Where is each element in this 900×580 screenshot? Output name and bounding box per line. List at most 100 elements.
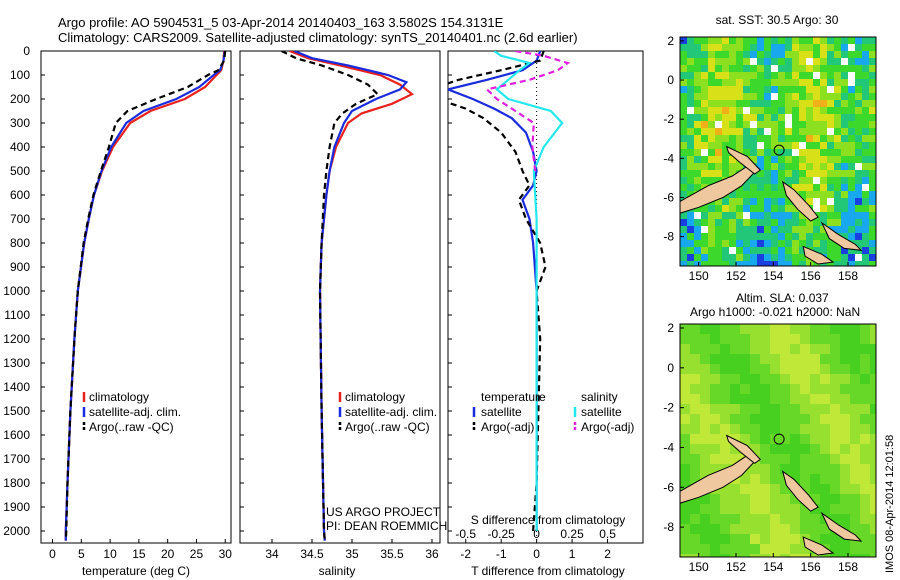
salinity-x-tick-label: 35.5 [380, 547, 404, 561]
map-cell [771, 233, 779, 241]
map-cell [701, 72, 709, 80]
map-cell [778, 170, 786, 178]
map-cell [780, 414, 791, 425]
map-cell [806, 191, 814, 199]
map-cell [722, 233, 730, 241]
map-cell [820, 100, 828, 108]
map-cell [841, 79, 849, 87]
land-polygon [820, 221, 863, 251]
map-cell [730, 394, 741, 405]
map-cell [771, 121, 779, 129]
map-cell [680, 212, 688, 220]
map-cell [680, 554, 691, 557]
map-cell [771, 205, 779, 213]
map-cell [708, 177, 716, 185]
map-cell [736, 100, 744, 108]
map-cell [715, 86, 723, 94]
map-cell [834, 58, 842, 66]
map-cell [785, 58, 793, 66]
map-cell [792, 247, 800, 255]
difference-x-tick-label: -2 [460, 547, 471, 561]
map-cell [770, 334, 781, 345]
map-cell [687, 177, 695, 185]
map-cell [778, 177, 786, 185]
map-cell [799, 163, 807, 171]
map-cell [813, 233, 821, 241]
map-cell [687, 44, 695, 52]
map-cell [700, 464, 711, 475]
map-cell [700, 324, 711, 335]
map-cell [840, 454, 851, 465]
map-axes: 150 152 154 156 158 2 0 -2 -4 -6 -8 150 152 154 156 158… [663, 34, 858, 574]
map-cell [687, 219, 695, 227]
map-cell [792, 170, 800, 178]
depth-tick-label: 900 [10, 260, 30, 274]
map-cell [820, 86, 828, 94]
map-cell [694, 184, 702, 192]
map-cell [813, 163, 821, 171]
map-cell [785, 142, 793, 150]
map-cell [799, 79, 807, 87]
t-difference-axis-label: T difference from climatology [471, 564, 625, 578]
map-cell [806, 58, 814, 66]
map-cell [764, 191, 772, 199]
map-cell [792, 107, 800, 115]
map-cell [820, 128, 828, 136]
map-cell [806, 261, 814, 266]
map-cell [841, 198, 849, 206]
map-cell [740, 534, 751, 545]
map-cell [694, 142, 702, 150]
map-cell [778, 86, 786, 94]
map-cell [841, 86, 849, 94]
map-cell [743, 107, 751, 115]
map-cell [729, 114, 737, 122]
map-cell [850, 544, 861, 555]
map-cell [743, 128, 751, 136]
map-cell [750, 128, 758, 136]
map-cell [740, 424, 751, 435]
map-cell [710, 464, 721, 475]
map-cell [785, 114, 793, 122]
map-cell [806, 198, 814, 206]
map-cell [841, 44, 849, 52]
map-cell [862, 261, 870, 266]
map-cell [736, 247, 744, 255]
map-cell [810, 324, 821, 335]
map-cell [757, 51, 765, 59]
map-cell [820, 107, 828, 115]
map-cell [700, 494, 711, 505]
map-cell [813, 107, 821, 115]
map-cell [757, 205, 765, 213]
map-cell [757, 100, 765, 108]
map-cell [690, 454, 701, 465]
map-cell [810, 464, 821, 475]
map-cell [820, 434, 831, 445]
map-cell [770, 384, 781, 395]
map-cell [785, 121, 793, 129]
map-cell [770, 374, 781, 385]
map-cell [722, 226, 730, 234]
map-cell [722, 156, 730, 164]
map-cell [708, 247, 716, 255]
map-cell [840, 424, 851, 435]
map-cell [710, 394, 721, 405]
map-cell [690, 324, 701, 335]
map-cell [870, 324, 876, 335]
map-cell [750, 121, 758, 129]
map-cell [792, 219, 800, 227]
land-polygon [725, 145, 762, 175]
map-cell [760, 324, 771, 335]
map-cell [841, 58, 849, 66]
map-cell [680, 93, 688, 101]
difference-x-tick-label: 1 [569, 547, 576, 561]
map-cell [700, 404, 711, 415]
map-cell [785, 156, 793, 164]
map-cell [834, 121, 842, 129]
map-cell [771, 93, 779, 101]
map-cell [770, 414, 781, 425]
map-cell [701, 114, 709, 122]
map-cell [757, 114, 765, 122]
temperature-series-climatology [64, 51, 226, 541]
map-cell [813, 79, 821, 87]
map-cell [800, 364, 811, 375]
